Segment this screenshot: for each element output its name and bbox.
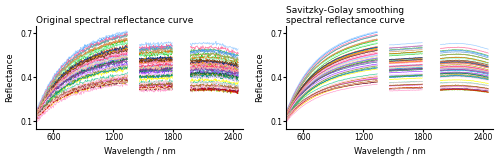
Text: Savitzky-Golay smoothing
spectral reflectance curve: Savitzky-Golay smoothing spectral reflec… (286, 6, 406, 25)
X-axis label: Wavelength / nm: Wavelength / nm (104, 147, 176, 156)
Y-axis label: Reflectance: Reflectance (6, 52, 15, 102)
Text: Original spectral reflectance curve: Original spectral reflectance curve (36, 16, 194, 25)
Y-axis label: Reflectance: Reflectance (256, 52, 264, 102)
X-axis label: Wavelength / nm: Wavelength / nm (354, 147, 426, 156)
